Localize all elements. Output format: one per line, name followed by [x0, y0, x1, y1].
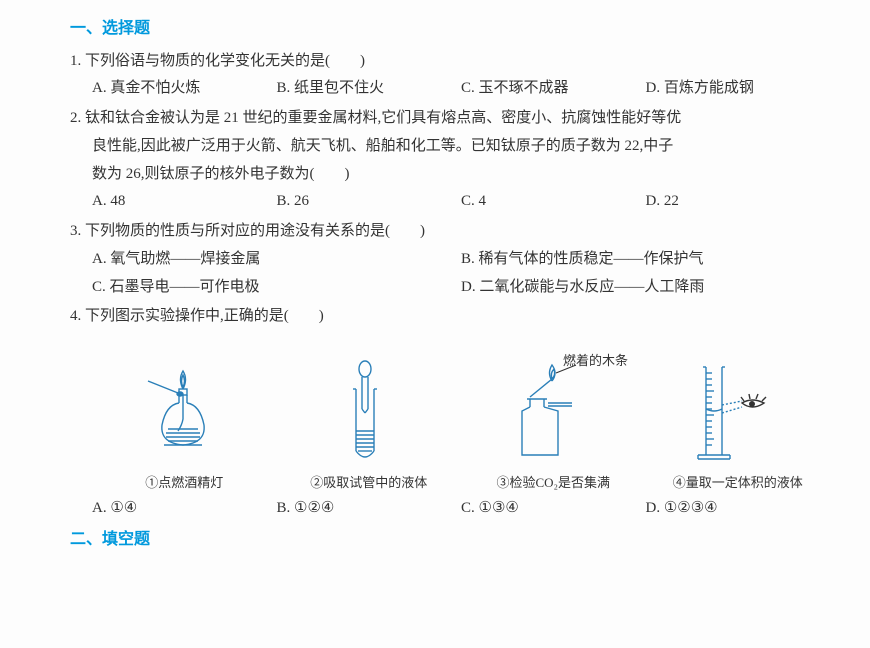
q1-stem-text: 下列俗语与物质的化学变化无关的是( ): [85, 53, 365, 69]
q4-fig-captions: ①点燃酒精灯 ②吸取试管中的液体 ③检验CO₂是否集满 ④量取一定体积的液体: [70, 471, 830, 495]
dropper-tube-icon: [330, 359, 400, 469]
q4-number: 4.: [70, 308, 81, 324]
fig2-caption: ②吸取试管中的液体: [277, 471, 462, 495]
q2-stem-line2: 良性能,因此被广泛用于火箭、航天飞机、船舶和化工等。已知钛原子的质子数为 22,…: [70, 133, 830, 161]
q4-stem-text: 下列图示实验操作中,正确的是( ): [85, 308, 324, 324]
fig-2-dropper-tube: [274, 359, 456, 469]
q1-options: A. 真金不怕火炼 B. 纸里包不住火 C. 玉不琢不成器 D. 百炼方能成钢: [70, 75, 830, 103]
fig4-caption: ④量取一定体积的液体: [646, 471, 831, 495]
q3-stem: 3. 下列物质的性质与所对应的用途没有关系的是( ): [70, 218, 830, 246]
q3-opt-a: A. 氧气助燃——焊接金属: [92, 246, 461, 274]
fig1-caption: ①点燃酒精灯: [92, 471, 277, 495]
q2-opt-b: B. 26: [277, 188, 462, 216]
q3-stem-text: 下列物质的性质与所对应的用途没有关系的是( ): [85, 223, 425, 239]
q2-opt-c: C. 4: [461, 188, 646, 216]
q4-figures: 燃着的木条: [70, 331, 830, 471]
q3-opts-row1: A. 氧气助燃——焊接金属 B. 稀有气体的性质稳定——作保护气: [70, 246, 830, 274]
q4-opt-d: D. ①②③④: [646, 495, 831, 523]
fig-1-alcohol-lamp: [92, 359, 274, 469]
co2-splint-label: 燃着的木条: [563, 349, 628, 373]
q2-opt-a: A. 48: [92, 188, 277, 216]
q3-opt-c: C. 石墨导电——可作电极: [92, 274, 461, 302]
q4-stem: 4. 下列图示实验操作中,正确的是( ): [70, 303, 830, 331]
fig3-caption: ③检验CO₂是否集满: [461, 471, 646, 495]
q4-opt-a: A. ①④: [92, 495, 277, 523]
q3-opt-b: B. 稀有气体的性质稳定——作保护气: [461, 246, 830, 274]
q4-opt-b: B. ①②④: [277, 495, 462, 523]
q1-opt-b: B. 纸里包不住火: [277, 75, 462, 103]
q2-stem1-text: 钛和钛合金被认为是 21 世纪的重要金属材料,它们具有熔点高、密度小、抗腐蚀性能…: [85, 110, 681, 126]
question-1: 1. 下列俗语与物质的化学变化无关的是( ) A. 真金不怕火炼 B. 纸里包不…: [70, 48, 830, 104]
q2-stem-line3: 数为 26,则钛原子的核外电子数为( ): [70, 161, 830, 189]
q1-opt-c: C. 玉不琢不成器: [461, 75, 646, 103]
q1-number: 1.: [70, 53, 81, 69]
section-1-heading: 一、选择题: [70, 14, 830, 44]
q2-number: 2.: [70, 110, 81, 126]
q2-options: A. 48 B. 26 C. 4 D. 22: [70, 188, 830, 216]
q4-options: A. ①④ B. ①②④ C. ①③④ D. ①②③④: [70, 495, 830, 523]
question-3: 3. 下列物质的性质与所对应的用途没有关系的是( ) A. 氧气助燃——焊接金属…: [70, 218, 830, 301]
question-4: 4. 下列图示实验操作中,正确的是( ): [70, 303, 830, 523]
q1-opt-a: A. 真金不怕火炼: [92, 75, 277, 103]
graduated-cylinder-icon: [674, 359, 784, 469]
question-2: 2. 钛和钛合金被认为是 21 世纪的重要金属材料,它们具有熔点高、密度小、抗腐…: [70, 105, 830, 216]
q3-number: 3.: [70, 223, 81, 239]
q1-stem: 1. 下列俗语与物质的化学变化无关的是( ): [70, 48, 830, 76]
q2-stem-line1: 2. 钛和钛合金被认为是 21 世纪的重要金属材料,它们具有熔点高、密度小、抗腐…: [70, 105, 830, 133]
fig-4-graduated-cylinder: [638, 359, 820, 469]
co2-bottle-icon: [492, 359, 602, 469]
q2-opt-d: D. 22: [646, 188, 831, 216]
q1-opt-d: D. 百炼方能成钢: [646, 75, 831, 103]
fig-3-co2-bottle: 燃着的木条: [456, 359, 638, 469]
section-2-heading: 二、填空题: [70, 525, 830, 555]
q3-opts-row2: C. 石墨导电——可作电极 D. 二氧化碳能与水反应——人工降雨: [70, 274, 830, 302]
q3-opt-d: D. 二氧化碳能与水反应——人工降雨: [461, 274, 830, 302]
q4-opt-c: C. ①③④: [461, 495, 646, 523]
alcohol-lamp-icon: [138, 359, 228, 469]
